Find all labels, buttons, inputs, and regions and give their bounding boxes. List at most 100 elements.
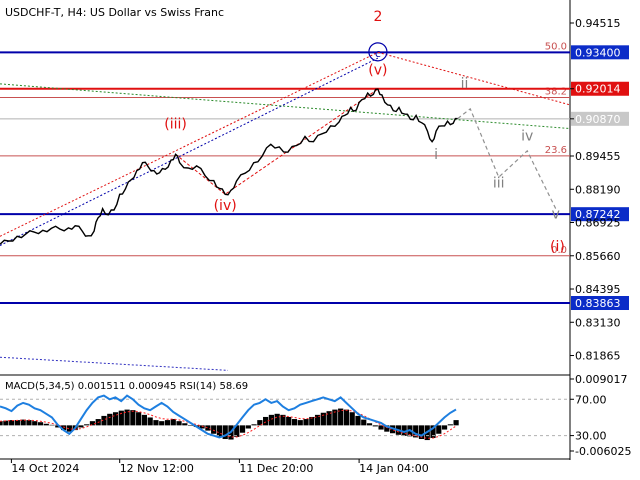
macd-bar	[32, 421, 38, 426]
macd-bar	[309, 416, 315, 426]
macd-bar	[14, 420, 21, 426]
indicator-tick-label: -0.006025	[575, 445, 631, 458]
price-level-value: 0.93400	[575, 46, 621, 59]
chart-title: USDCHF-T, H4: US Dollar vs Swiss Franc	[5, 6, 224, 19]
macd-bar	[211, 425, 217, 434]
macd-bar	[107, 413, 113, 426]
time-tick-label: 14 Oct 2024	[11, 462, 79, 475]
price-level-tag	[571, 111, 629, 126]
macd-bar	[268, 414, 274, 426]
price-tick-label: 0.85660	[575, 250, 621, 263]
price-series	[0, 88, 557, 245]
red-channel-line-down	[377, 51, 571, 106]
main-plot	[0, 0, 571, 460]
macd-bar	[216, 425, 223, 437]
wave-label-red: 2	[373, 9, 382, 25]
price-tick-label: 0.86925	[575, 217, 621, 230]
wave-label-red: (iii)	[164, 117, 187, 133]
macd-bar	[60, 425, 67, 431]
macd-bar	[343, 409, 350, 426]
macd-bar	[89, 421, 96, 426]
macd-signal-line	[0, 409, 457, 439]
price-level-tag	[571, 81, 629, 96]
price-level-value: 0.83863	[575, 297, 621, 310]
macd-bar	[251, 424, 257, 426]
forecast-path	[457, 107, 557, 209]
macd-bar	[314, 414, 321, 426]
macd-bar	[20, 419, 26, 426]
macd-bar	[274, 413, 280, 426]
price-level-value: 0.87242	[575, 208, 621, 221]
macd-bar	[286, 416, 292, 426]
macd-bar	[280, 414, 286, 426]
fib-level-label: 23.6	[545, 145, 567, 156]
price-tick-label: 0.84395	[575, 283, 621, 296]
wave-label-gray: ii	[461, 76, 469, 92]
macd-bar	[361, 419, 367, 426]
price-level-tag	[571, 296, 629, 311]
macd-bar	[187, 425, 194, 426]
macd-bar	[338, 408, 344, 426]
fib-level-label: 38.2	[545, 87, 567, 98]
macd-bar	[239, 425, 246, 433]
macd-bar	[55, 425, 61, 428]
macd-pane: 0.009017 70.00 30.00 -0.006025	[0, 373, 631, 458]
macd-bar	[332, 409, 338, 426]
price-tick-label: 0.94515	[575, 17, 621, 30]
price-tick-label: 0.81865	[575, 350, 621, 363]
macd-bar	[176, 421, 182, 426]
indicator-tick-label: 70.00	[575, 393, 607, 406]
macd-bar	[49, 424, 55, 426]
macd-bar	[66, 425, 72, 432]
fib-level-label: 50.0	[545, 41, 567, 52]
wave-label-red: (iv)	[214, 198, 237, 214]
price-tick-label: 0.89455	[575, 150, 621, 163]
macd-bar	[222, 425, 228, 440]
macd-bar	[3, 420, 9, 426]
macd-bar	[164, 420, 171, 426]
macd-bar	[37, 422, 44, 426]
macd-bar	[147, 417, 153, 426]
macd-bar	[0, 421, 3, 426]
macd-bar	[130, 410, 136, 426]
time-tick-label: 14 Jan 04:00	[359, 462, 429, 475]
price-axis: 0.93400 0.92014 0.90870 0.87242 0.83863 0.945…	[570, 17, 629, 363]
macd-bar	[263, 416, 269, 426]
macd-bar	[326, 411, 332, 426]
macd-bar	[84, 424, 90, 426]
macd-bar	[297, 420, 303, 426]
macd-bar	[199, 425, 205, 429]
macd-bar	[245, 425, 251, 429]
wave-label-gray: iii	[493, 176, 505, 192]
macd-bar	[372, 425, 378, 427]
fib-level-label: 0.0	[551, 245, 567, 256]
macd-bar	[205, 425, 211, 431]
price-tick-label: 0.83130	[575, 316, 621, 329]
wave-label-gray: iv	[521, 128, 533, 144]
price-level-tag	[571, 207, 629, 222]
macd-bar	[101, 415, 107, 426]
price-level-value: 0.92014	[575, 83, 621, 96]
macd-bar	[257, 420, 263, 426]
macd-bar	[170, 419, 176, 426]
wave-label-red: (i)	[550, 239, 565, 255]
wave-label-red: (v)	[368, 63, 387, 79]
macd-bar	[441, 425, 448, 430]
wave-label-gray: v	[552, 206, 560, 222]
wave-c-circle	[368, 42, 388, 62]
macd-bar	[355, 415, 361, 426]
time-tick-label: 12 Nov 12:00	[120, 462, 194, 475]
price-line	[0, 88, 458, 245]
macd-bar	[430, 425, 436, 438]
price-level-value: 0.90870	[575, 113, 621, 126]
macd-bar	[384, 425, 390, 432]
macd-bar	[136, 412, 142, 426]
price-tick-label: 0.88190	[575, 183, 621, 196]
macd-bar	[153, 420, 159, 426]
macd-bar	[78, 425, 84, 428]
macd-bar	[26, 420, 32, 426]
macd-bar	[124, 409, 130, 426]
macd-bar	[112, 412, 119, 426]
